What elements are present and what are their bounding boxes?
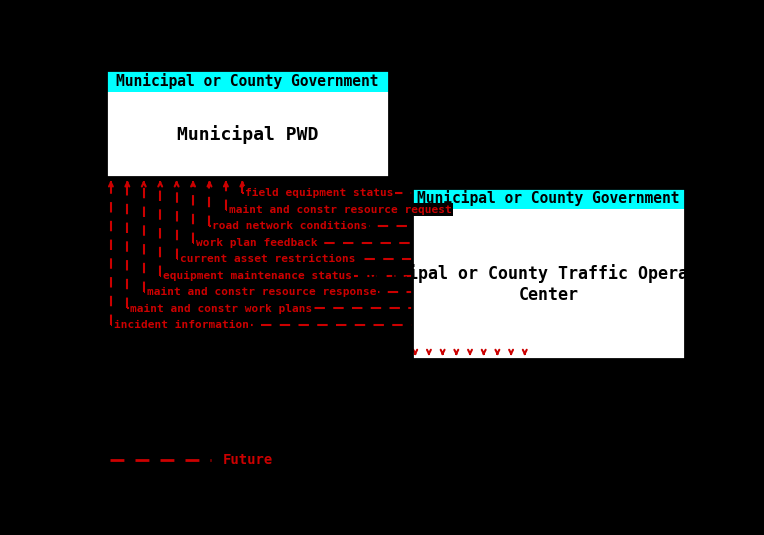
Text: maint and constr work plans: maint and constr work plans <box>131 303 312 314</box>
Text: field equipment status: field equipment status <box>245 188 393 198</box>
Text: Municipal PWD: Municipal PWD <box>176 125 318 144</box>
Text: Municipal or County Government: Municipal or County Government <box>417 190 680 207</box>
Text: maint and constr resource response: maint and constr resource response <box>147 287 376 297</box>
Text: equipment maintenance status: equipment maintenance status <box>163 271 352 280</box>
Bar <box>413 188 685 209</box>
Text: Municipal or County Traffic Operations
Center: Municipal or County Traffic Operations C… <box>358 264 739 304</box>
Text: work plan feedback: work plan feedback <box>196 238 318 248</box>
Text: maint and constr resource request: maint and constr resource request <box>229 204 452 215</box>
Bar <box>106 71 389 178</box>
Text: Municipal or County Government: Municipal or County Government <box>116 73 379 89</box>
Bar <box>413 188 685 359</box>
Text: road network conditions: road network conditions <box>212 221 367 231</box>
Bar <box>106 92 389 178</box>
Text: Future: Future <box>223 454 273 468</box>
Text: current asset restrictions: current asset restrictions <box>180 254 355 264</box>
Text: incident information: incident information <box>114 320 249 330</box>
Bar <box>413 209 685 359</box>
Bar <box>106 71 389 92</box>
